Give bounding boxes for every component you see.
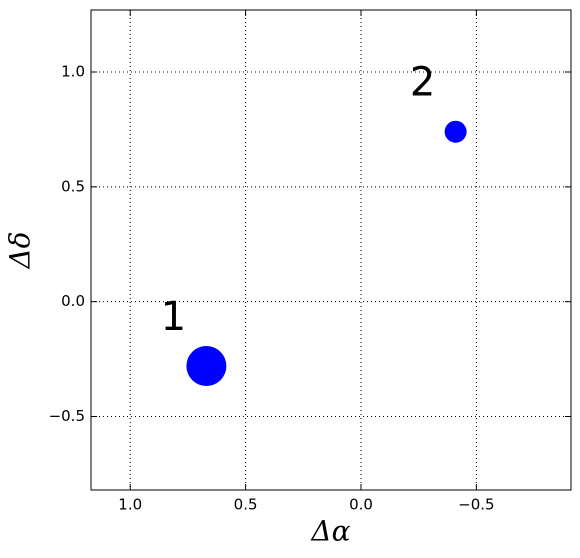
x-tick-label: 0.0 [349,496,373,514]
x-tick-label: −0.5 [458,496,494,514]
y-axis-title: Δδ [4,231,37,269]
point [444,120,467,143]
x-tick-label: 0.5 [234,496,258,514]
x-tick-label: 1.0 [118,496,142,514]
plot-frame [90,9,572,491]
point [186,345,227,386]
y-tick-label: 0.5 [61,177,85,195]
point-label: 1 [161,294,186,340]
point-label: 2 [410,60,435,106]
y-tick-label: 1.0 [61,63,85,81]
y-tick-label: −0.5 [49,407,85,425]
x-axis-title: Δα [310,515,350,548]
y-tick-label: 0.0 [61,292,85,310]
